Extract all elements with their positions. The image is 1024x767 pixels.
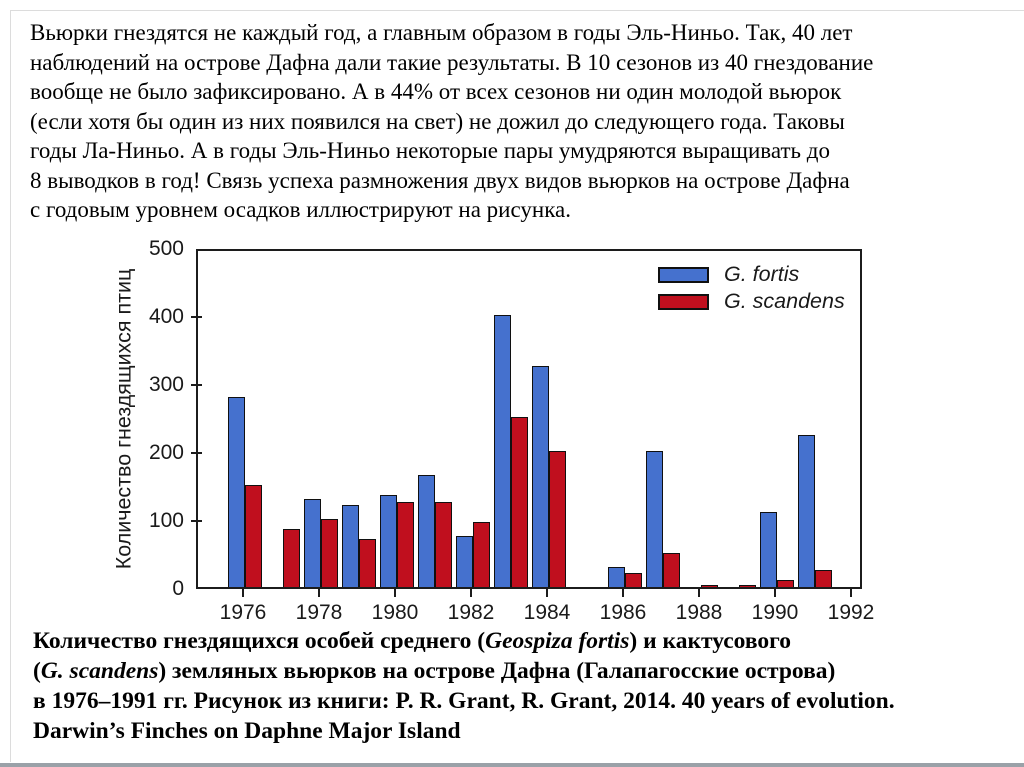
- caption-text: Количество гнездящихся особей среднего (: [33, 628, 486, 654]
- bar-fortis-1987: [646, 451, 663, 587]
- slide-frame-left: [10, 10, 11, 762]
- x-tick-label: 1986: [599, 601, 647, 624]
- y-tick-label: 200: [148, 441, 184, 464]
- bar-scandens-1977: [283, 529, 300, 587]
- intro-line: 8 выводков в год! Связь успеха размножен…: [30, 167, 850, 193]
- bar-fortis-1990: [760, 512, 777, 587]
- x-tick-mark: [850, 589, 852, 597]
- y-tick-label: 400: [148, 305, 184, 328]
- caption-text: (: [33, 658, 41, 684]
- caption-text: в 1976–1991 гг. Рисунок из книги: P. R. …: [33, 688, 895, 714]
- caption-text: ) земляных вьюрков на острове Дафна (Гал…: [158, 658, 836, 684]
- bar-fortis-1980: [380, 495, 397, 587]
- species-name: G. scandens: [40, 658, 159, 684]
- slide-frame-bottom: [0, 763, 1024, 767]
- y-tick-label: 0: [172, 577, 184, 600]
- caption-line: в 1976–1991 гг. Рисунок из книги: P. R. …: [33, 686, 895, 716]
- bar-fortis-1983: [494, 315, 511, 587]
- intro-line: Вьюрки гнездятся не каждый год, а главны…: [30, 20, 853, 45]
- x-tick-label: 1982: [447, 601, 495, 624]
- bar-scandens-1989: [739, 585, 756, 587]
- x-tick-mark: [394, 589, 396, 597]
- x-tick-label: 1976: [219, 601, 267, 624]
- legend-item: G. fortis: [658, 262, 799, 287]
- bar-scandens-1979: [359, 539, 376, 587]
- slide-frame-top: [10, 10, 1024, 11]
- x-tick-mark: [622, 589, 624, 597]
- bar-fortis-1982: [456, 536, 473, 587]
- bar-scandens-1978: [321, 519, 338, 587]
- x-tick-label: 1988: [675, 601, 723, 624]
- caption-text: Darwin’s Finches on Daphne Major Island: [33, 718, 461, 744]
- x-tick-mark: [546, 589, 548, 597]
- y-tick-label: 300: [148, 373, 184, 396]
- x-tick-label: 1990: [751, 601, 799, 624]
- legend-swatch-scandens: [658, 293, 709, 310]
- bar-scandens-1980: [397, 502, 414, 587]
- bar-scandens-1982: [473, 522, 490, 587]
- bar-fortis-1976: [228, 397, 245, 587]
- bar-scandens-1981: [435, 502, 452, 587]
- intro-line: годы Ла-Ниньо. А в годы Эль-Ниньо некото…: [30, 138, 830, 163]
- bar-scandens-1983: [511, 417, 528, 587]
- caption-text: ) и кактусового: [629, 628, 791, 654]
- bar-fortis-1979: [342, 505, 359, 587]
- y-tick-mark: [191, 316, 202, 318]
- bar-scandens-1990: [777, 580, 794, 587]
- bar-fortis-1981: [418, 475, 435, 587]
- intro-line: с годовым уровнем осадков иллюстрируют н…: [30, 197, 571, 222]
- intro-line: вообще не было зафиксировано. А в 44% от…: [30, 79, 842, 104]
- bar-scandens-1984: [549, 451, 566, 587]
- figure-caption: Количество гнездящихся особей среднего (…: [33, 626, 895, 746]
- legend-label: G. fortis: [724, 262, 800, 286]
- bar-fortis-1991: [798, 435, 815, 587]
- x-tick-label: 1984: [523, 601, 571, 624]
- bar-fortis-1986: [608, 567, 625, 587]
- y-tick-label: 500: [148, 237, 184, 260]
- bar-scandens-1976: [245, 485, 262, 587]
- bar-scandens-1988: [701, 585, 718, 587]
- intro-line: наблюдений на острове Дафна дали такие р…: [30, 49, 874, 75]
- caption-line: (G. scandens) земляных вьюрков на остров…: [33, 656, 895, 686]
- x-tick-mark: [318, 589, 320, 597]
- bar-scandens-1986: [625, 573, 642, 587]
- bar-fortis-1978: [304, 499, 321, 587]
- y-tick-mark: [191, 384, 202, 386]
- legend-swatch-fortis: [658, 266, 709, 283]
- legend-label: G. scandens: [724, 289, 845, 313]
- x-tick-mark: [470, 589, 472, 597]
- y-tick-mark: [191, 452, 202, 454]
- bar-scandens-1987: [663, 553, 680, 587]
- caption-line: Darwin’s Finches on Daphne Major Island: [33, 716, 895, 746]
- x-tick-label: 1992: [827, 601, 875, 624]
- y-tick-mark: [191, 520, 202, 522]
- intro-line: (если хотя бы один из них появился на св…: [30, 108, 845, 134]
- caption-line: Количество гнездящихся особей среднего (…: [33, 626, 895, 656]
- x-tick-label: 1978: [295, 601, 343, 624]
- legend-item: G. scandens: [658, 289, 845, 314]
- x-tick-mark: [774, 589, 776, 597]
- x-tick-label: 1980: [371, 601, 419, 624]
- x-tick-mark: [698, 589, 700, 597]
- y-tick-label: 100: [148, 509, 184, 532]
- plot-area: G. fortis G. scandens: [196, 249, 862, 589]
- species-name: Geospiza fortis: [485, 628, 630, 654]
- intro-paragraph: Вьюрки гнездятся не каждый год, а главны…: [30, 18, 873, 225]
- x-tick-mark: [242, 589, 244, 597]
- bar-fortis-1984: [532, 366, 549, 587]
- bar-scandens-1991: [815, 570, 832, 587]
